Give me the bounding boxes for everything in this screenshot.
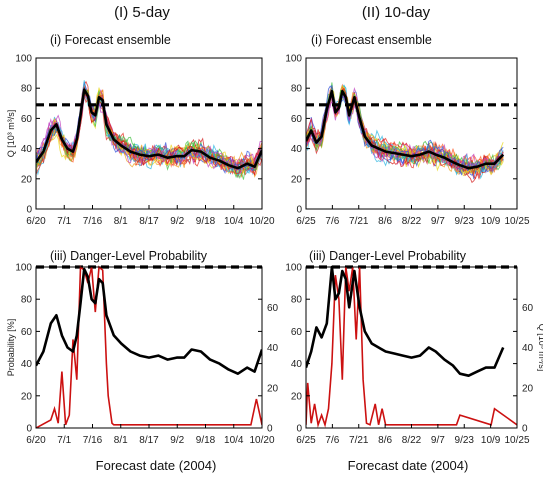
y2-tick-label: 0 [267, 424, 273, 435]
x-tick-label: 8/22 [402, 435, 422, 446]
y-tick-label: 100 [285, 54, 302, 65]
x-tick-label: 8/17 [139, 435, 159, 446]
x-tick-label: 7/16 [83, 435, 103, 446]
x-axis-label-right: Forecast date (2004) [348, 458, 469, 473]
x-tick-label: 10/9 [481, 216, 501, 227]
y-tick-label: 80 [21, 84, 33, 95]
x-tick-label: 8/6 [378, 435, 392, 446]
y2-tick-label: 0 [522, 424, 528, 435]
x-tick-label: 10/25 [504, 435, 529, 446]
x-tick-label: 9/23 [455, 216, 475, 227]
x-tick-label: 8/22 [402, 216, 422, 227]
y-tick-label: 0 [26, 205, 32, 216]
x-tick-label: 10/20 [249, 216, 274, 227]
panel-title: (i) Forecast ensemble [50, 33, 171, 47]
column-heading-5day: (I) 5-day [114, 4, 170, 21]
x-tick-label: 10/9 [481, 435, 501, 446]
x-tick-label: 7/16 [83, 216, 103, 227]
y2-tick-label: 20 [522, 383, 534, 394]
x-tick-label: 7/21 [349, 216, 369, 227]
y-axis-label: Probability [%] [6, 319, 16, 377]
plot-area [36, 265, 262, 428]
panel-frame [305, 57, 518, 210]
panel-frame [35, 57, 263, 210]
x-tick-label: 7/6 [325, 216, 339, 227]
x-tick-label: 10/20 [249, 435, 274, 446]
y-tick-label: 100 [15, 263, 32, 274]
y2-tick-label: 60 [267, 303, 279, 314]
y-tick-label: 20 [21, 174, 33, 185]
y2-tick-label: 20 [267, 383, 279, 394]
probability-line [36, 265, 262, 428]
x-tick-label: 9/7 [431, 216, 445, 227]
x-tick-label: 7/21 [349, 435, 369, 446]
y-tick-label: 0 [296, 205, 302, 216]
plot-area [306, 82, 517, 184]
observed-discharge-line [306, 89, 505, 170]
x-tick-label: 10/4 [224, 216, 244, 227]
y2-tick-label: 60 [522, 303, 534, 314]
y-tick-label: 60 [291, 327, 303, 338]
x-axis-label-left: Forecast date (2004) [96, 458, 217, 473]
x-tick-label: 6/20 [26, 216, 46, 227]
x-tick-label: 6/25 [296, 435, 316, 446]
y2-tick-label: 40 [522, 343, 534, 354]
x-tick-label: 8/6 [378, 216, 392, 227]
x-tick-label: 7/1 [57, 435, 71, 446]
y-tick-label: 40 [291, 144, 303, 155]
observed-discharge-line [36, 88, 262, 170]
y-tick-label: 60 [291, 114, 303, 125]
x-tick-label: 10/25 [504, 216, 529, 227]
x-tick-label: 8/1 [114, 216, 128, 227]
probability-line [306, 266, 517, 428]
ensemble-trace [306, 85, 504, 177]
y-tick-label: 40 [21, 144, 33, 155]
ensemble-trace [306, 90, 504, 171]
x-tick-label: 7/1 [57, 216, 71, 227]
panel-bottom-right: (iii) Danger-Level Probability 0 20 40 60 80 1… [285, 249, 543, 446]
x-tick-label: 9/2 [170, 216, 184, 227]
panel-title: (iii) Danger-Level Probability [50, 249, 208, 263]
y-tick-label: 80 [21, 295, 33, 306]
panel-bottom-left: (iii) Danger-Level Probability 0 20 40 60 80 1… [6, 249, 279, 446]
x-tick-label: 9/18 [196, 216, 216, 227]
ensemble-trace [306, 87, 504, 174]
y2-tick-label: 40 [267, 343, 279, 354]
panel-top-right: (i) Forecast ensemble 0 20 40 60 80 100 6/25 7/6… [285, 33, 530, 227]
x-tick-label: 10/4 [224, 435, 244, 446]
observed-discharge-line [36, 267, 262, 376]
panel-title: (i) Forecast ensemble [311, 33, 432, 47]
y-tick-label: 80 [291, 84, 303, 95]
y-tick-label: 100 [15, 54, 32, 65]
y-tick-label: 0 [26, 424, 32, 435]
y-tick-label: 20 [291, 174, 303, 185]
x-tick-label: 7/6 [325, 435, 339, 446]
x-tick-label: 9/2 [170, 435, 184, 446]
y-tick-label: 20 [291, 391, 303, 402]
x-tick-label: 8/1 [114, 435, 128, 446]
x-tick-label: 9/18 [196, 435, 216, 446]
y-tick-label: 20 [21, 391, 33, 402]
panel-title: (iii) Danger-Level Probability [309, 249, 467, 263]
x-tick-label: 8/17 [139, 216, 159, 227]
y-tick-label: 60 [21, 327, 33, 338]
x-tick-label: 9/23 [455, 435, 475, 446]
y2-axis-label: Q [10³ m³/s] [537, 324, 543, 372]
column-heading-10day: (II) 10-day [362, 4, 431, 21]
y-tick-label: 60 [21, 114, 33, 125]
panel-top-left: (i) Forecast ensemble 0 20 40 60 80 100 6/20 7/1… [6, 33, 275, 227]
y-tick-label: 100 [285, 263, 302, 274]
y-tick-label: 40 [291, 359, 303, 370]
y-tick-label: 80 [291, 295, 303, 306]
x-tick-label: 6/25 [296, 216, 316, 227]
y-axis-label: Q [10³ m³/s] [6, 110, 16, 158]
plot-area [306, 265, 517, 428]
y-tick-label: 0 [296, 424, 302, 435]
x-tick-label: 6/20 [26, 435, 46, 446]
y-tick-label: 40 [21, 359, 33, 370]
plot-area [36, 80, 262, 180]
x-tick-label: 9/7 [431, 435, 445, 446]
